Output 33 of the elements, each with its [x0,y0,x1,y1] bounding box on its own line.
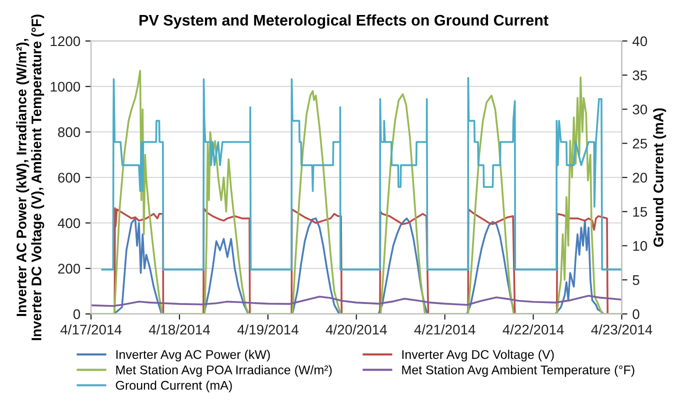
y-tick-label: 1000 [50,82,80,92]
y-tick-label: 1200 [50,36,80,46]
x-tick-label: 4/20/2014 [326,324,387,335]
y2-tick-label: 10 [633,241,648,251]
legend-label: Met Station Avg POA Irradiance (W/m²) [116,365,332,377]
y2-tick-label: 5 [632,275,640,285]
x-tick-label: 4/19/2014 [237,324,298,335]
y-axis-title: Inverter AC Power (kW), Irradiance (W/m²), Inverter DC Voltage (V), Ambient Temperature (°F) [16,14,44,340]
y-tick-label: 200 [58,264,80,274]
x-tick-label: 4/21/2014 [414,324,476,335]
legend-label: Met Station Avg Ambient Temperature (°F) [402,365,634,377]
y2-tick-label: 35 [632,70,648,80]
x-tick-label: 4/23/2014 [591,324,652,335]
x-tick-label: 4/18/2014 [148,324,210,335]
legend-label: Ground Current (mA) [116,380,232,392]
line-series [101,76,622,270]
y2-axis-title: Ground Current (mA) [653,108,666,247]
y-tick-label: 400 [58,218,80,228]
chart-title: PV System and Meterological Effects on Ground Current [140,14,548,29]
y2-tick-label: 30 [632,104,648,114]
legend-label: Inverter Avg AC Power (kW) [116,350,270,362]
x-tick-label: 4/17/2014 [60,324,122,335]
y2-tick-label: 40 [632,36,648,46]
legend-label: Inverter Avg DC Voltage (V) [402,350,554,362]
y-tick-label: 600 [58,172,80,183]
y2-tick-label: 0 [632,309,640,320]
y-tick-label: 0 [73,309,80,320]
x-tick-label: 4/22/2014 [502,324,564,335]
y2-tick-label: 25 [632,138,648,149]
y2-tick-label: 15 [633,207,648,217]
y2-tick-label: 20 [632,172,648,183]
line-series [91,294,622,307]
y-tick-label: 800 [58,127,80,138]
